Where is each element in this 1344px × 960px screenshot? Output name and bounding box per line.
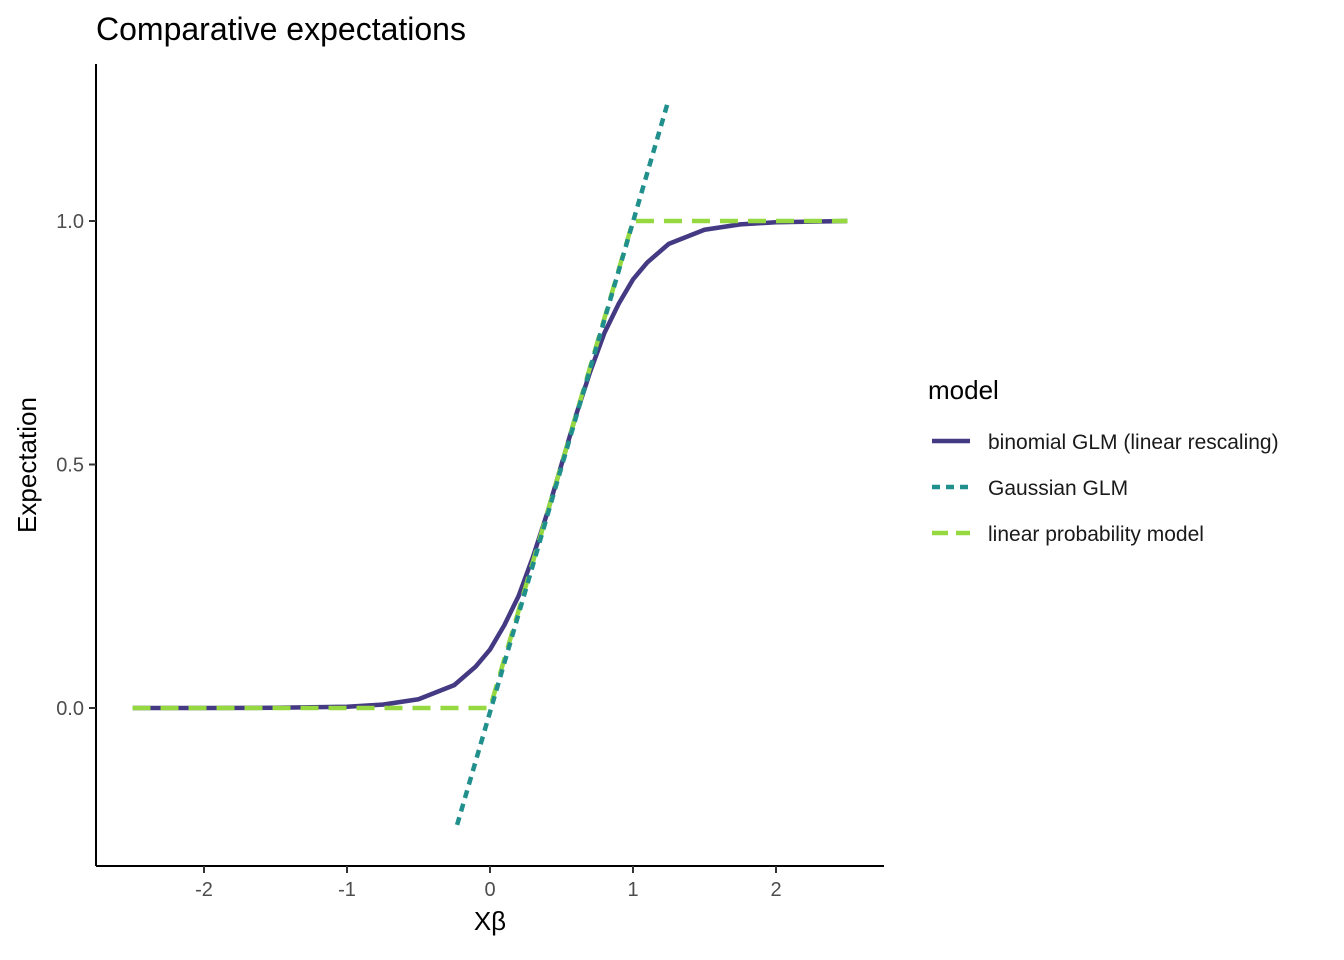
x-tick-label: 1	[627, 879, 638, 901]
legend-title: model	[928, 375, 999, 405]
x-axis-title: Xβ	[474, 906, 506, 936]
y-tick-label: 1.0	[56, 211, 84, 233]
x-tick-label: 0	[484, 879, 495, 901]
legend: model binomial GLM (linear rescaling) Gau…	[928, 375, 1279, 546]
x-tick-label: -1	[338, 879, 356, 901]
series-line-linear-probability-model	[132, 218, 848, 711]
y-ticks: 0.0 0.5 1.0	[56, 211, 96, 720]
y-tick-label: 0.5	[56, 455, 84, 477]
legend-label: linear probability model	[988, 523, 1204, 546]
chart-title: Comparative expectations	[96, 11, 466, 47]
plot-lines	[132, 98, 848, 826]
x-tick-label: -2	[195, 879, 213, 901]
legend-label: Gaussian GLM	[988, 477, 1128, 500]
series-line-binomial-glm-linear-rescaling	[132, 218, 848, 711]
x-ticks: -2 -1 0 1 2	[195, 866, 782, 901]
legend-items: binomial GLM (linear rescaling) Gaussian …	[932, 431, 1279, 546]
y-axis-title: Expectation	[12, 397, 42, 533]
y-tick-label: 0.0	[56, 698, 84, 720]
legend-label: binomial GLM (linear rescaling)	[988, 431, 1279, 454]
x-tick-label: 2	[770, 879, 781, 901]
